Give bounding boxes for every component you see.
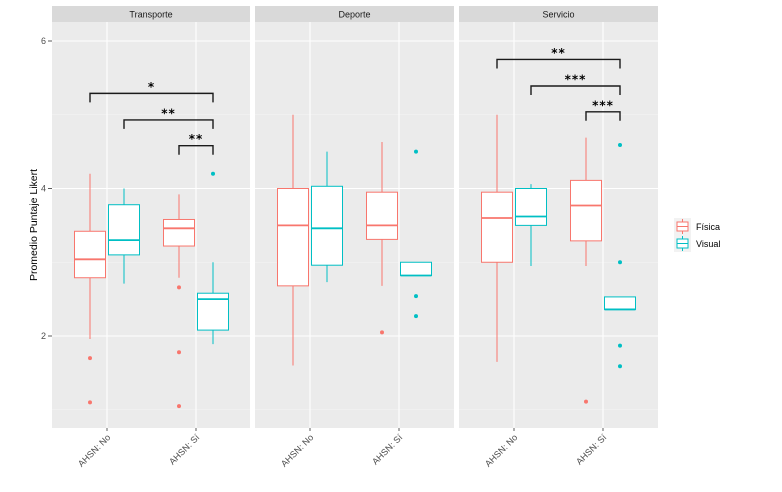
box-iqr [515,188,547,226]
bracket-line [123,119,214,129]
outlier-point [414,294,418,299]
box-iqr [311,185,343,266]
significance-label: * [148,80,155,94]
box-fsica-si [570,137,602,404]
significance-label: *** [592,98,614,112]
box-iqr [366,191,398,240]
box-iqr [163,218,195,247]
box-visual-si [197,171,229,345]
legend: Física Visual [674,218,720,252]
outlier-point [380,330,384,335]
facet-strip-label: Transporte [129,10,172,20]
facet-strip-label: Deporte [338,10,370,20]
box-visual-no [108,188,140,284]
outlier-point [618,364,622,369]
outlier-point [88,356,92,361]
x-tick-label: AHSN: No [279,432,315,468]
y-axis-title: Promedio Puntaje Likert [28,169,40,281]
bracket-line [585,111,621,121]
x-tick-label: AHSN: Sí [167,432,202,467]
facet-strip [52,6,250,22]
box-iqr [604,296,636,310]
y-tick-label: 2 [41,331,46,341]
significance-bracket: ** [496,46,621,69]
legend-item-fisica: Física [674,218,720,235]
significance-bracket: * [89,80,214,103]
x-tick-label: AHSN: Sí [574,432,609,467]
outlier-point [618,142,622,147]
box-fsica-si [163,194,195,409]
significance-bracket: ** [178,132,214,155]
x-tick-label: AHSN: Sí [370,432,405,467]
significance-bracket: ** [123,106,214,129]
bracket-line [530,85,621,95]
y-axis: 2 4 6 [41,36,52,341]
outlier-point [177,350,181,355]
box-fsica-no [481,114,513,362]
bracket-line [178,145,214,155]
legend-label: Física [696,222,720,232]
significance-label: *** [565,72,587,86]
box-iqr [277,188,309,287]
panel-background [52,22,250,428]
facet-strip-label: Servicio [542,10,574,20]
bracket-line [496,58,621,69]
box-fsica-no [277,114,309,366]
facet-strip [255,6,454,22]
box-iqr [108,204,140,256]
outlier-point [88,400,92,405]
facet-strip [459,6,658,22]
box-iqr [481,191,513,263]
outlier-point [177,285,181,290]
significance-bracket: *** [530,72,621,95]
box-fsica-no [74,173,106,405]
significance-label: ** [161,106,176,120]
legend-item-visual: Visual [674,235,720,252]
x-tick-label: AHSN: No [483,432,519,468]
significance-label: ** [189,132,204,146]
legend-label: Visual [696,239,720,249]
outlier-point [211,171,215,176]
box-visual-si [400,149,432,319]
outlier-point [584,399,588,404]
outlier-point [414,149,418,154]
bracket-line [89,92,214,103]
outlier-point [618,343,622,348]
outlier-point [414,314,418,319]
significance-label: ** [551,46,566,60]
box-fsica-si [366,142,398,335]
outlier-point [177,404,181,409]
y-tick-label: 6 [41,36,46,46]
box-iqr [570,179,602,242]
outlier-point [618,260,622,265]
box-iqr [74,230,106,279]
significance-bracket: *** [585,98,621,121]
facet-panel-deporte: Deporte AHSN: No AHSN: Sí [255,6,454,469]
box-visual-si [604,142,636,369]
x-tick-label: AHSN: No [76,432,112,468]
y-tick-label: 4 [41,184,46,194]
box-iqr [400,261,432,277]
box-visual-no [515,184,547,266]
box-visual-no [311,151,343,283]
